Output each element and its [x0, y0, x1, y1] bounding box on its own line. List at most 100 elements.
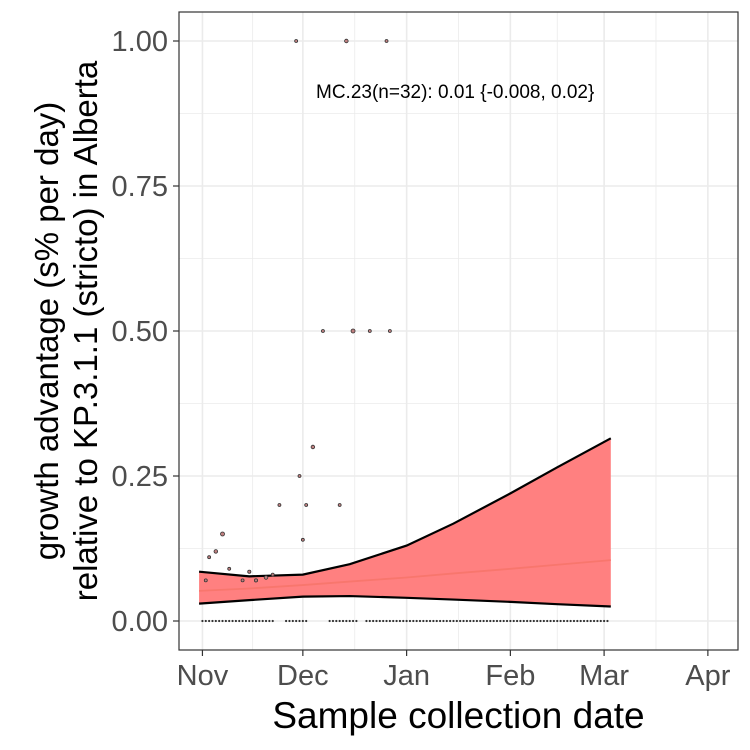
x-tick-label: Mar — [579, 660, 629, 692]
zero-point — [482, 619, 485, 623]
zero-point — [224, 619, 227, 623]
zero-point — [435, 619, 438, 623]
zero-point — [291, 619, 294, 623]
zero-point — [485, 619, 489, 623]
zero-point — [418, 619, 422, 623]
zero-point — [351, 619, 355, 623]
zero-point — [251, 619, 254, 623]
zero-point — [201, 619, 204, 623]
zero-point — [295, 619, 298, 623]
zero-point — [385, 619, 388, 623]
y-axis-title-line: relative to KP.3.1.1 (stricto) in Albert… — [67, 60, 104, 601]
zero-point — [596, 619, 599, 623]
zero-point — [532, 619, 535, 623]
zero-point — [509, 619, 512, 623]
zero-point — [586, 619, 589, 623]
zero-point — [395, 619, 398, 623]
data-point — [240, 578, 245, 583]
zero-point — [305, 619, 308, 623]
data-point — [321, 329, 325, 333]
zero-point — [442, 619, 445, 623]
data-point — [294, 39, 299, 43]
zero-point — [211, 619, 214, 623]
zero-point — [536, 619, 539, 623]
zero-point — [552, 619, 555, 623]
zero-point — [569, 619, 572, 623]
zero-point — [465, 619, 468, 623]
zero-point — [502, 619, 505, 623]
zero-point — [405, 619, 408, 623]
zero-point — [459, 619, 462, 623]
zero-point — [368, 619, 371, 623]
zero-point — [522, 619, 525, 623]
zero-point — [432, 619, 435, 623]
data-point — [270, 572, 275, 577]
data-point — [387, 329, 392, 333]
zero-point — [515, 619, 519, 623]
zero-point — [479, 619, 482, 623]
zero-point — [592, 619, 596, 623]
zero-point — [606, 619, 609, 623]
zero-point — [539, 619, 542, 623]
zero-point — [244, 619, 248, 623]
zero-point — [355, 619, 358, 623]
fit-line — [199, 559, 611, 592]
zero-point — [261, 619, 264, 623]
zero-point — [542, 619, 545, 623]
zero-point — [228, 619, 231, 623]
data-points — [203, 38, 392, 583]
data-point — [297, 474, 302, 478]
data-point — [220, 531, 225, 537]
zero-point — [495, 619, 499, 623]
zero-point — [469, 619, 472, 623]
y-tick-label: 0.75 — [112, 171, 168, 203]
zero-point — [388, 619, 391, 623]
y-tick-label: 0.25 — [112, 461, 168, 493]
zero-point — [603, 619, 606, 623]
zero-point — [452, 619, 455, 623]
zero-point — [392, 619, 395, 623]
data-point — [253, 578, 258, 583]
data-point — [277, 503, 282, 507]
zero-point — [422, 619, 425, 623]
zero-point — [455, 619, 458, 623]
zero-point — [248, 619, 251, 623]
y-tick-label: 0.00 — [112, 606, 168, 638]
x-tick-label: Nov — [177, 660, 229, 692]
x-axis-title: Sample collection date — [272, 695, 644, 736]
data-point — [203, 578, 208, 583]
y-axis-title-line: growth advantage (s% per day) — [28, 102, 65, 561]
zero-point — [268, 619, 271, 623]
zero-point — [462, 619, 465, 623]
zero-point — [231, 619, 234, 623]
zero-point — [234, 619, 238, 623]
zero-point — [519, 619, 522, 623]
data-point — [384, 39, 389, 43]
zero-point — [335, 619, 338, 623]
zero-point — [402, 619, 405, 623]
zero-point — [546, 619, 549, 623]
zero-point — [559, 619, 562, 623]
data-point — [367, 329, 372, 333]
data-point — [300, 537, 305, 542]
data-point — [213, 549, 219, 554]
y-tick-label: 0.50 — [112, 316, 168, 348]
zero-point — [241, 619, 244, 623]
zero-point — [331, 619, 335, 623]
zero-point — [208, 619, 211, 623]
x-tick-label: Apr — [685, 660, 730, 692]
zero-point — [489, 619, 492, 623]
zero-point — [408, 619, 412, 623]
zero-point — [258, 619, 261, 623]
zero-point — [576, 619, 579, 623]
zero-point — [579, 619, 582, 623]
model-annotation: MC.23(n=32): 0.01 {-0.008, 0.02} — [316, 82, 594, 103]
zero-point — [529, 619, 532, 623]
zero-point — [492, 619, 495, 623]
zero-point — [221, 619, 224, 623]
zero-point — [428, 619, 432, 623]
zero-point — [556, 619, 559, 623]
zero-point — [338, 619, 341, 623]
zero-point — [378, 619, 381, 623]
